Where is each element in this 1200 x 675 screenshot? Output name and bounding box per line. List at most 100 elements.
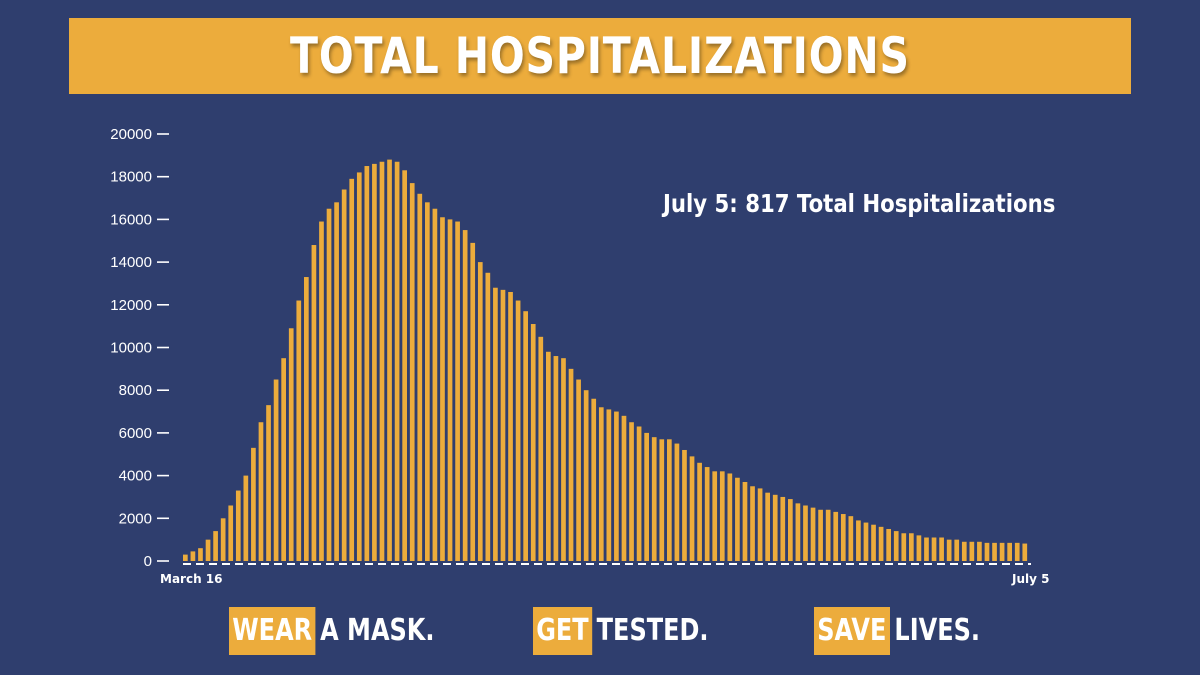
bars-group <box>183 159 1028 562</box>
bar <box>409 183 415 562</box>
bar <box>183 554 188 561</box>
bar <box>931 537 937 561</box>
bar <box>462 230 468 561</box>
bar <box>425 202 430 561</box>
bar <box>977 541 982 561</box>
bar <box>939 537 944 561</box>
bar <box>644 432 649 561</box>
bar <box>712 471 718 561</box>
bar <box>553 356 559 561</box>
bar <box>697 462 702 561</box>
bar <box>356 172 362 561</box>
y-tick-label: 10000 <box>110 340 152 357</box>
bar <box>742 482 748 561</box>
x-end-label: July 5 <box>1011 572 1049 586</box>
bar <box>833 511 839 561</box>
bar <box>523 311 528 561</box>
bar <box>719 471 725 561</box>
bar <box>621 415 627 561</box>
bar <box>651 437 657 561</box>
title-banner: TOTAL HOSPITALIZATIONS <box>69 18 1131 94</box>
bar <box>235 490 241 561</box>
bar <box>886 528 891 561</box>
bar <box>659 439 665 561</box>
bar <box>319 221 324 561</box>
bar <box>667 439 672 561</box>
bar <box>856 520 861 561</box>
bar <box>629 422 634 561</box>
bar <box>379 161 385 561</box>
bar <box>757 488 763 561</box>
bar <box>893 531 899 561</box>
bar <box>1014 542 1020 561</box>
bar <box>515 300 521 561</box>
bar <box>765 492 770 561</box>
bar <box>213 531 218 561</box>
bar <box>477 262 483 561</box>
bar <box>795 503 801 561</box>
bar <box>682 449 687 561</box>
bar <box>848 516 854 561</box>
y-tick-label: 4000 <box>119 468 152 485</box>
bar <box>969 541 975 561</box>
bar <box>311 245 317 561</box>
bar <box>992 542 997 561</box>
bar <box>984 542 990 561</box>
bar <box>334 202 339 561</box>
bar <box>954 539 960 561</box>
bar <box>455 221 460 561</box>
slogan-highlight: SAVE <box>814 607 890 655</box>
bar <box>417 193 423 561</box>
bar <box>561 358 566 561</box>
bar <box>493 287 498 561</box>
bar <box>961 541 967 561</box>
bar <box>341 189 347 561</box>
y-tick-label: 20000 <box>110 126 152 143</box>
bar <box>394 161 400 561</box>
bar <box>485 272 491 561</box>
bar <box>772 494 778 561</box>
bar <box>447 219 453 561</box>
bar <box>266 405 271 561</box>
bar <box>598 407 604 561</box>
y-tick-label: 14000 <box>110 254 152 271</box>
bar <box>440 217 445 561</box>
bar <box>546 351 551 561</box>
bar <box>924 537 929 561</box>
y-axis: 0 2000 4000 6000 8000 10000 12000 14000 16000 180… <box>110 126 169 570</box>
bar <box>364 166 370 561</box>
bar <box>470 242 476 561</box>
bar <box>432 208 438 562</box>
bar <box>1022 543 1028 561</box>
bar <box>818 509 823 561</box>
bar <box>576 379 581 561</box>
bar <box>727 473 733 561</box>
y-tick-label: 8000 <box>119 382 152 399</box>
y-tick-label: 6000 <box>119 425 152 442</box>
bar <box>190 551 196 561</box>
bar <box>538 336 544 561</box>
bar <box>780 496 786 561</box>
bar <box>878 526 884 561</box>
y-tick-label: 12000 <box>110 297 152 314</box>
bar <box>508 291 513 561</box>
bar <box>568 368 574 561</box>
bar <box>916 535 922 561</box>
slogan-text: LIVES. <box>894 613 980 648</box>
bar <box>304 277 309 561</box>
bar <box>402 170 407 562</box>
bar <box>281 358 286 561</box>
bar <box>251 447 256 561</box>
bar <box>606 409 612 561</box>
bar <box>788 499 793 561</box>
bar <box>273 379 279 561</box>
y-tick-label: 18000 <box>110 169 152 186</box>
y-tick-label: 0 <box>144 553 152 570</box>
bar <box>387 159 392 561</box>
slogan-text: TESTED. <box>596 613 709 648</box>
bar <box>803 505 808 561</box>
page-title: TOTAL HOSPITALIZATIONS <box>290 27 910 85</box>
bar <box>689 456 695 561</box>
bar <box>1007 542 1012 561</box>
